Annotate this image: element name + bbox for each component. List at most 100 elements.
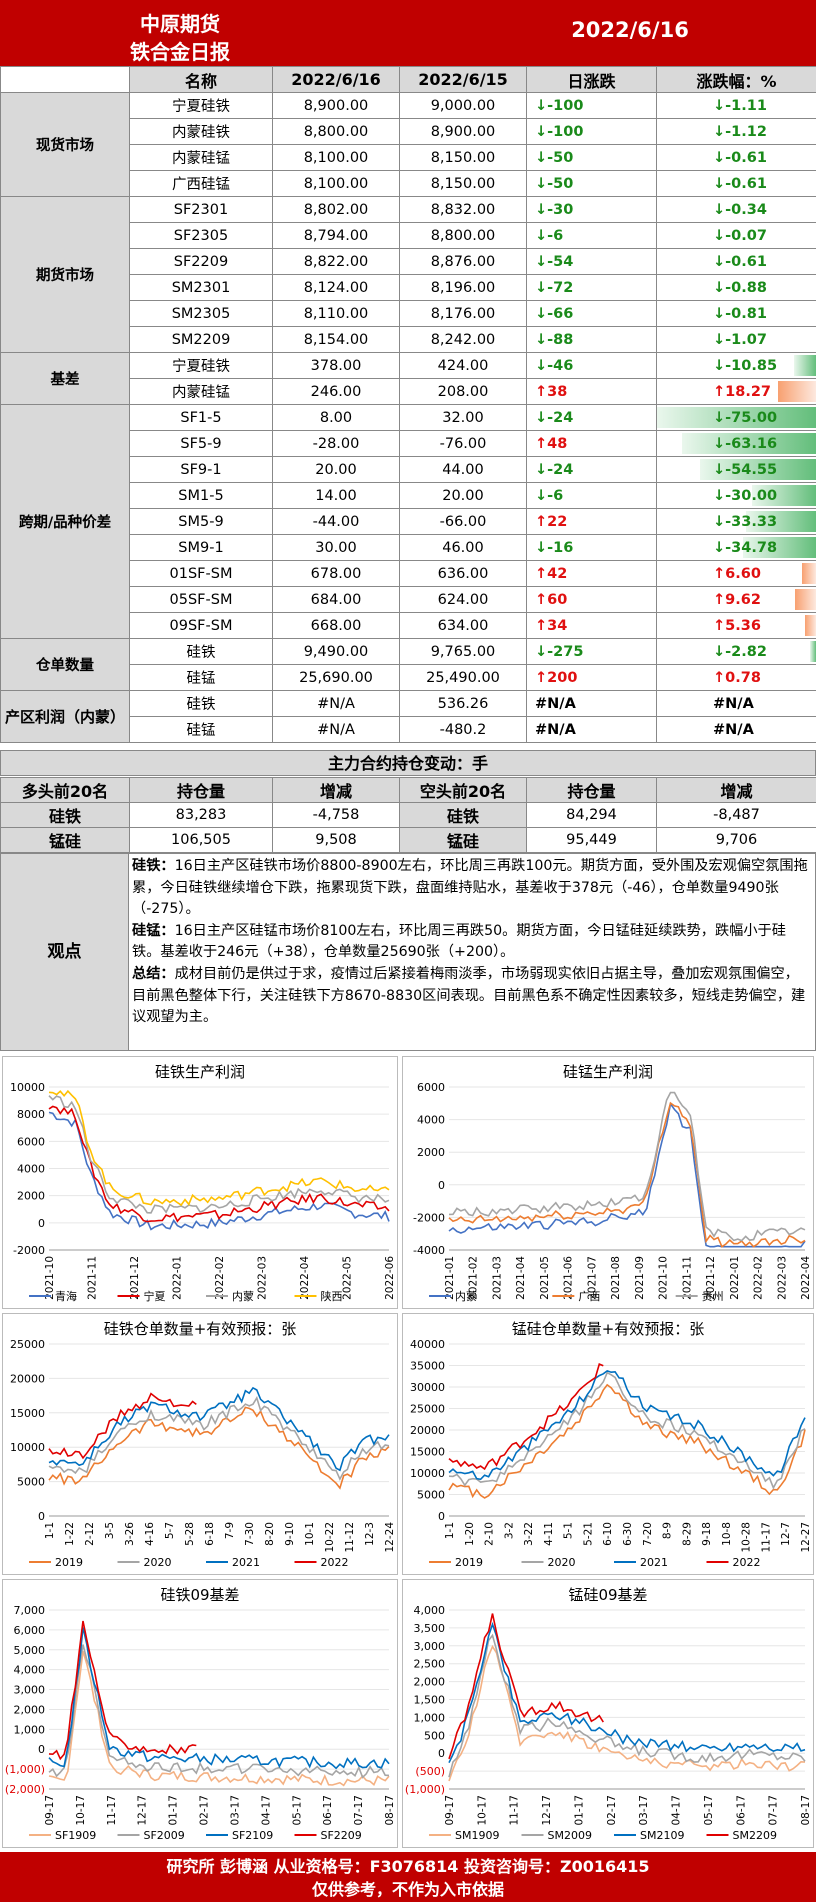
y-tick-label: (2,000) [5,1783,45,1796]
change-percent: ↓-63.16 [656,430,816,457]
percent-arrow-icon: ↓ [713,357,726,374]
change-value: -100 [547,97,584,114]
change-value: -24 [547,409,574,426]
daily-change: ↓-30 [526,196,657,223]
table-row: 01SF-SM 678.00 636.00 ↑42 ↑6.60 [1,560,816,587]
y-tick-label: 5000 [17,1476,45,1489]
daily-change: ↑200 [526,664,657,691]
percent-arrow-icon: ↑ [713,617,726,634]
long-change-head: 增减 [272,777,400,803]
change-value: 22 [547,513,568,530]
x-tick-label: 06-17 [735,1795,747,1826]
prev-value: -480.2 [399,716,527,743]
percent-value: -0.61 [725,175,767,192]
percent-value: -75.00 [725,409,778,426]
item-name: 硅锰 [129,664,273,691]
change-arrow-icon: ↓ [535,201,548,218]
change-percent: ↑9.62 [656,586,816,613]
table-row: 锰硅 106,505 9,508 锰硅 95,449 9,706 [0,827,816,853]
change-percent: ↑5.36 [656,612,816,639]
table-row: 广西硅锰 8,100.00 8,150.00 ↓-50 ↓-0.61 [1,170,816,197]
table-row: SM2209 8,154.00 8,242.00 ↓-88 ↓-1.07 [1,326,816,353]
change-percent: ↓-34.78 [656,534,816,561]
today-value: 25,690.00 [272,664,400,691]
table-row: 硅锰 25,690.00 25,490.00 ↑200 ↑0.78 [1,664,816,691]
y-tick-label: 500 [424,1729,445,1742]
table-header-row: 名称 2022/6/16 2022/6/15 日涨跌 涨跌幅：% [0,66,816,93]
percent-value: -10.85 [725,357,778,374]
y-tick-label: 3,000 [14,1684,46,1697]
today-value: 14.00 [272,482,400,509]
y-tick-label: 5,000 [14,1644,46,1657]
today-value: 8,800.00 [272,118,400,145]
table-row: 09SF-SM 668.00 634.00 ↑34 ↑5.36 [1,612,816,639]
daily-change: ↓-50 [526,144,657,171]
percent-arrow-icon: ↓ [713,331,726,348]
y-tick-label: 1,500 [414,1694,446,1707]
daily-change: ↑22 [526,508,657,535]
chart-sm-profit: 硅锰生产利润 6000 4000 2000 0 -2000 -4000 2021-01 2021… [402,1056,814,1309]
change-percent: ↓-1.07 [656,326,816,353]
percent-value: -63.16 [725,435,778,452]
percent-value: 18.27 [725,383,772,400]
change-value: -16 [547,539,574,556]
prev-value: 208.00 [399,378,527,405]
y-tick-label: 0 [438,1747,445,1760]
x-tick-label: 7-20 [642,1522,654,1546]
change-arrow-icon: ↓ [535,149,548,166]
daily-change: ↓-100 [526,118,657,145]
percent-value: -0.34 [725,201,767,218]
y-tick-label: 40000 [410,1338,445,1351]
x-tick-label: 11-17 [760,1522,772,1553]
x-tick-label: 12-7 [780,1522,792,1546]
prev-value: 25,490.00 [399,664,527,691]
percent-databar [801,563,816,584]
item-name: 宁夏硅铁 [129,92,273,119]
percent-value: -0.07 [725,227,767,244]
change-value: -46 [547,357,574,374]
x-tick-label: 2022-05 [342,1256,354,1300]
daily-change: ↓-24 [526,404,657,431]
x-tick-label: 05-17 [703,1795,715,1826]
y-tick-label: 4,000 [414,1604,446,1617]
percent-databar [682,433,816,454]
x-tick-label: 02-17 [606,1795,618,1826]
y-tick-label: 0 [38,1510,45,1523]
x-tick-label: 12-3 [364,1522,376,1546]
y-tick-label: 25000 [10,1338,45,1351]
header-blank [0,66,130,93]
series-line [448,1644,806,1782]
table-row: SM1-5 14.00 20.00 ↓-6 ↓-30.00 [1,482,816,509]
percent-value: -1.11 [725,97,767,114]
change-arrow-icon: ↑ [535,383,548,400]
x-tick-label: 7-9 [224,1522,236,1539]
daily-change: #N/A [526,690,657,717]
series-line [448,1370,806,1481]
today-value: 668.00 [272,612,400,639]
y-tick-label: 4000 [417,1114,445,1127]
short-change: 9,706 [656,827,816,853]
legend-label: SF2209 [321,1829,362,1842]
table-row: 跨期/品种价差 SF1-5 8.00 32.00 ↓-24 ↓-75.00 [0,404,816,639]
today-value: 8,154.00 [272,326,400,353]
positions-header-row: 多头前20名 持仓量 增减 空头前20名 持仓量 增减 [0,777,816,803]
table-row: SF5-9 -28.00 -76.00 ↑48 ↓-63.16 [1,430,816,457]
percent-databar [699,459,816,480]
percent-arrow-icon: ↓ [713,305,726,322]
y-tick-label: 15000 [10,1407,45,1420]
x-tick-label: 2021-11 [681,1256,693,1300]
group-label: 仓单数量 [0,638,130,691]
short-name: 硅铁 [399,802,527,828]
percent-arrow-icon: ↓ [713,279,726,296]
y-tick-label: 0 [438,1510,445,1523]
prev-value: 44.00 [399,456,527,483]
y-tick-label: 2000 [417,1146,445,1159]
legend-label: 2022 [321,1556,349,1569]
x-tick-label: 4-16 [144,1522,156,1546]
chart-title: 锰硅仓单数量+有效预报：张 [512,1320,705,1338]
x-tick-label: 2021-09 [634,1256,646,1300]
today-value: 8,900.00 [272,92,400,119]
change-arrow-icon: ↓ [535,123,548,140]
x-tick-label: 2022-03 [257,1256,269,1300]
percent-value: -0.61 [725,149,767,166]
